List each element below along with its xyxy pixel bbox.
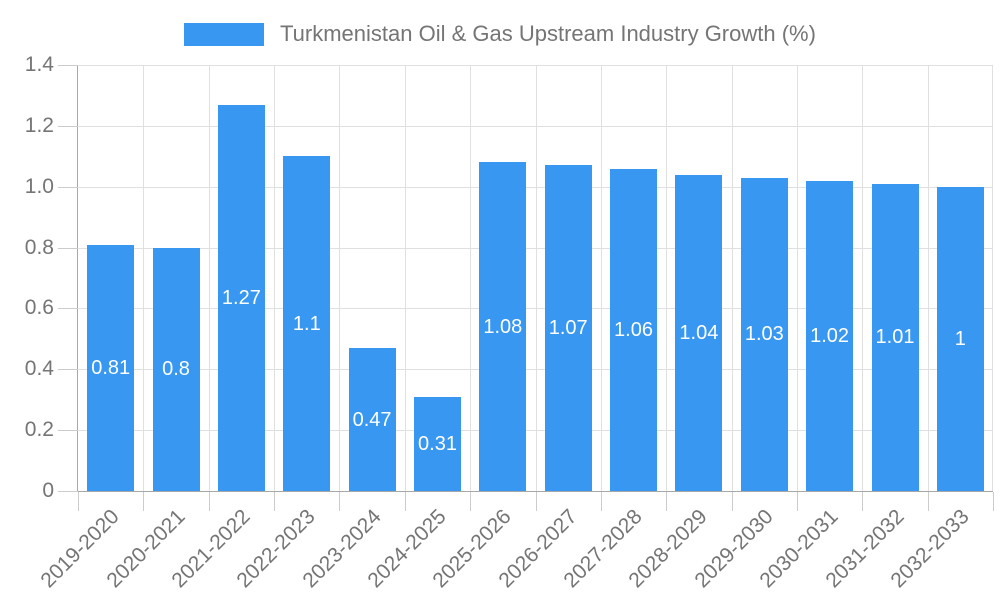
bar <box>740 177 788 491</box>
y-tick-label: 0.2 <box>24 418 54 442</box>
bar <box>936 186 984 491</box>
bar <box>414 396 461 491</box>
y-tick-label: 1.4 <box>24 53 54 76</box>
y-tick-label: 0 <box>42 479 54 502</box>
chart-title: Turkmenistan Oil & Gas Upstream Industry… <box>280 21 816 46</box>
bar <box>871 183 919 491</box>
x-tick-mark <box>274 492 276 511</box>
y-tick-label: 0.8 <box>24 235 54 259</box>
gridline-vertical <box>992 65 993 491</box>
x-tick-mark <box>339 492 341 511</box>
x-tick-mark <box>600 492 602 511</box>
gridline-vertical <box>796 65 798 491</box>
gridline-vertical <box>535 65 537 491</box>
gridline-vertical <box>208 65 210 491</box>
x-tick-mark <box>78 492 79 511</box>
x-tick-mark <box>143 492 145 511</box>
chart-legend: Turkmenistan Oil & Gas Upstream Industry… <box>0 21 1000 47</box>
bar <box>217 104 265 491</box>
y-tick-label: 1.0 <box>24 174 54 198</box>
gridline-vertical <box>731 65 733 491</box>
plot-area: 0.81 0.8 1.27 1.1 0.47 0.31 1.08 1.07 1.06 1.04 1.… <box>77 65 993 492</box>
x-tick-mark <box>666 492 668 511</box>
y-tick-mark <box>58 369 78 371</box>
gridline-vertical <box>274 65 276 491</box>
bar <box>610 168 657 491</box>
gridline-vertical <box>862 65 864 491</box>
y-tick-mark <box>58 308 78 310</box>
bar <box>87 244 135 491</box>
x-tick-mark <box>927 492 929 511</box>
x-tick-mark <box>862 492 864 511</box>
y-tick-label: 1.2 <box>24 113 54 137</box>
y-tick-mark <box>58 247 78 249</box>
y-tick-mark <box>58 491 78 492</box>
y-tick-mark <box>58 430 78 432</box>
gridline-vertical <box>927 65 929 491</box>
gridline-vertical <box>470 65 472 491</box>
y-tick-label: 0.4 <box>24 357 54 381</box>
x-tick-mark <box>731 492 733 511</box>
x-tick-mark <box>993 492 994 511</box>
gridline-vertical <box>404 65 406 491</box>
y-tick-mark <box>58 65 78 66</box>
bar <box>675 174 723 491</box>
gridline-vertical <box>339 65 341 491</box>
bar <box>152 247 200 491</box>
y-tick-mark <box>58 125 78 127</box>
x-tick-mark <box>404 492 406 511</box>
legend-swatch[interactable] <box>184 22 265 46</box>
y-tick-label: 0.6 <box>24 296 54 320</box>
x-tick-mark <box>796 492 798 511</box>
gridline-vertical <box>600 65 602 491</box>
bar <box>806 180 854 491</box>
y-tick-mark <box>58 186 78 188</box>
bar <box>479 162 527 491</box>
gridline-vertical <box>666 65 668 491</box>
bar <box>283 156 331 491</box>
x-tick-mark <box>470 492 472 511</box>
gridline-vertical <box>143 65 145 491</box>
x-tick-mark <box>208 492 210 511</box>
bar <box>544 165 592 491</box>
bar <box>348 348 396 491</box>
x-tick-mark <box>535 492 537 511</box>
